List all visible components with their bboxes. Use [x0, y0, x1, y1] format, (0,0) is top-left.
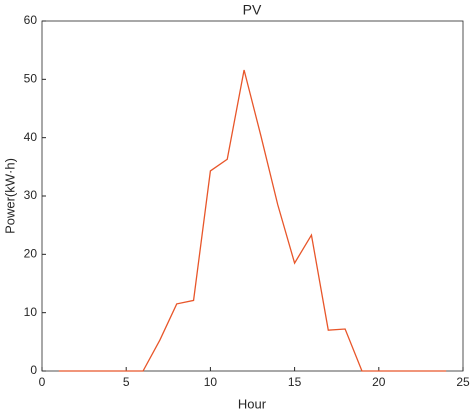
- y-tick-label: 0: [30, 363, 37, 377]
- x-tick-label: 0: [39, 375, 46, 389]
- y-tick-label: 40: [24, 130, 38, 144]
- x-tick-label: 20: [372, 375, 386, 389]
- y-tick-label: 50: [24, 72, 38, 86]
- x-tick-label: 5: [123, 375, 130, 389]
- y-tick-label: 10: [24, 305, 38, 319]
- y-axis-label: Power(kW·h): [2, 158, 17, 234]
- data-line: [58, 69, 447, 372]
- x-axis-label: Hour: [238, 396, 267, 411]
- chart-title: PV: [243, 2, 262, 18]
- y-tick-label: 20: [24, 247, 38, 261]
- x-tick-label: 25: [456, 375, 470, 389]
- x-tick-label: 10: [204, 375, 218, 389]
- y-tick-label: 60: [24, 13, 38, 27]
- x-tick-label: 15: [288, 375, 302, 389]
- plot-frame: [41, 20, 464, 372]
- y-tick-label: 30: [24, 188, 38, 202]
